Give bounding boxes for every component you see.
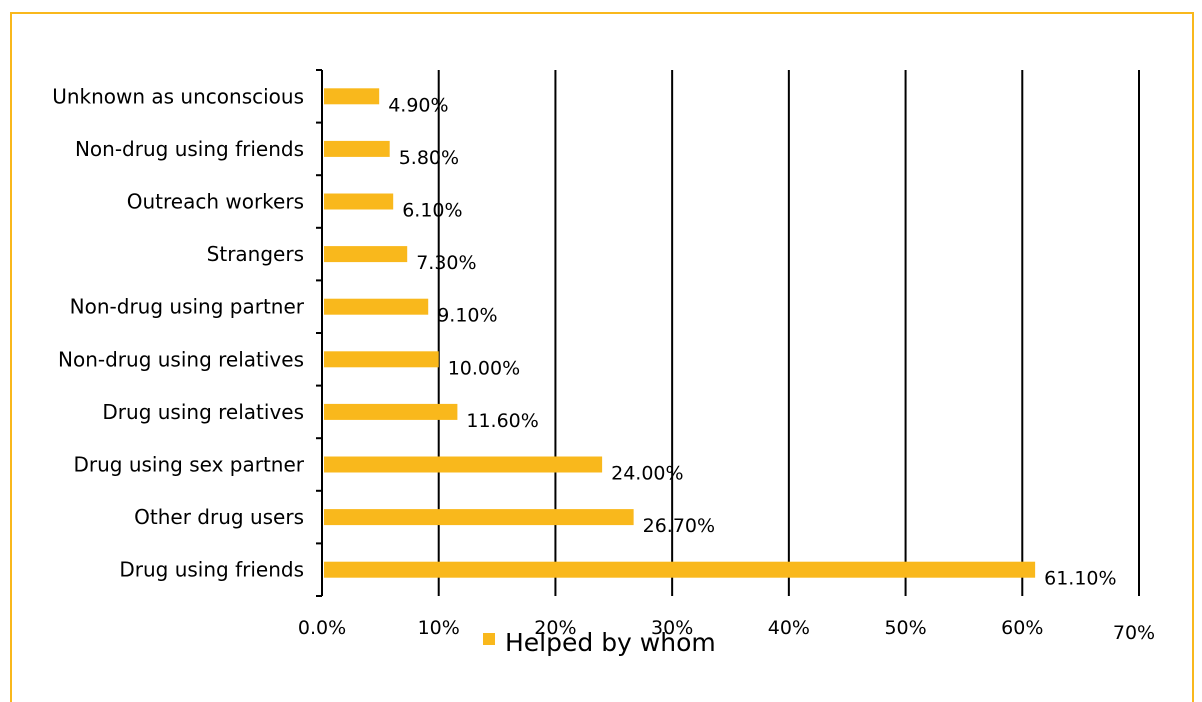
- axes: 0.0% 10% 20% 30% 40% 50% 60% 70% Unknown as unco…: [52, 69, 1155, 644]
- data-label: 7.30%: [416, 252, 476, 274]
- x-tick-label: 40%: [768, 617, 810, 639]
- y-tick-label: Outreach workers: [127, 190, 304, 214]
- data-label: 4.90%: [388, 94, 448, 116]
- bar: [324, 298, 429, 315]
- x-tick-label: 20%: [534, 617, 576, 639]
- data-label: 5.80%: [399, 147, 459, 169]
- data-labels: 4.90% 5.80% 6.10% 7.30% 9.10% 10.00% 11.60% 24.…: [388, 94, 1116, 589]
- y-tick-label: Strangers: [207, 242, 304, 266]
- data-label: 6.10%: [402, 200, 462, 222]
- bar: [324, 403, 458, 420]
- y-tick-label: Non-drug using partner: [70, 295, 305, 319]
- data-label: 11.60%: [466, 410, 538, 432]
- y-tick-label: Drug using sex partner: [73, 453, 304, 477]
- y-tick-label: Unknown as unconscious: [52, 84, 304, 108]
- legend-label: Helped by whom: [505, 628, 716, 657]
- x-tick-label: 0.0%: [298, 617, 346, 639]
- bar: [324, 351, 439, 368]
- y-tick-label: Drug using relatives: [102, 400, 304, 424]
- bars: [324, 88, 1036, 578]
- x-tick-label: 60%: [1001, 617, 1043, 639]
- legend: Helped by whom: [483, 628, 716, 657]
- legend-swatch: [483, 633, 495, 645]
- data-label: 9.10%: [437, 305, 497, 327]
- y-tick-label: Drug using friends: [119, 558, 304, 582]
- data-label: 61.10%: [1044, 568, 1116, 590]
- bar: [324, 193, 394, 210]
- x-tick-label: 10%: [418, 617, 460, 639]
- bar: [324, 140, 390, 157]
- y-tick-label: Other drug users: [134, 505, 304, 529]
- bar: [324, 456, 603, 473]
- x-tick-label: 50%: [884, 617, 926, 639]
- x-tick-label: 70%: [1113, 622, 1155, 644]
- bar: [324, 509, 634, 526]
- bar: [324, 246, 408, 263]
- data-label: 10.00%: [448, 357, 520, 379]
- y-tick-label: Non-drug using friends: [75, 137, 304, 161]
- y-tick-label: Non-drug using relatives: [58, 347, 304, 371]
- bar: [324, 561, 1036, 578]
- bar: [324, 88, 380, 105]
- gridlines: [437, 70, 1140, 596]
- data-label: 26.70%: [643, 515, 715, 537]
- chart-border: [10, 12, 1194, 702]
- x-tick-label: 30%: [651, 617, 693, 639]
- data-label: 24.00%: [611, 463, 683, 485]
